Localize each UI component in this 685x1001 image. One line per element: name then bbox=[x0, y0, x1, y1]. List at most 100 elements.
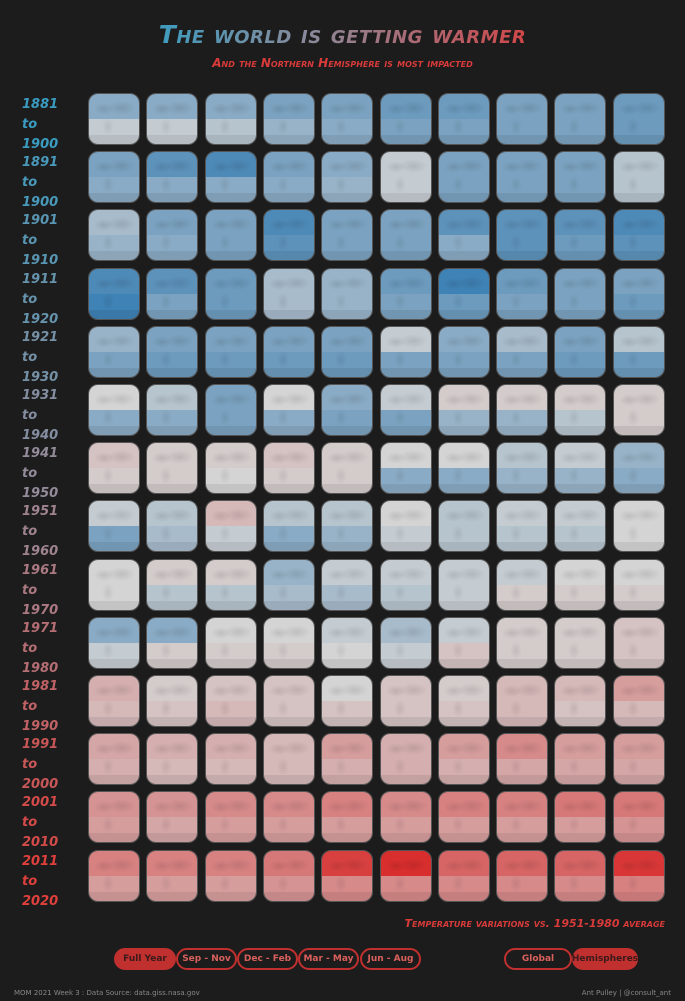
heatmap-tile[interactable] bbox=[554, 267, 607, 320]
heatmap-tile[interactable] bbox=[146, 151, 199, 204]
heatmap-tile[interactable] bbox=[379, 791, 432, 844]
heatmap-tile[interactable] bbox=[88, 442, 140, 495]
heatmap-tile[interactable] bbox=[554, 384, 607, 436]
heatmap-tile[interactable] bbox=[554, 675, 607, 727]
heatmap-tile[interactable] bbox=[437, 384, 490, 436]
heatmap-tile[interactable] bbox=[437, 325, 490, 378]
heatmap-tile[interactable] bbox=[204, 849, 257, 902]
heatmap-tile[interactable] bbox=[204, 93, 257, 145]
heatmap-tile[interactable] bbox=[321, 791, 374, 844]
season-button-sep-nov[interactable]: Sep - Nov bbox=[176, 948, 237, 970]
heatmap-tile[interactable] bbox=[496, 209, 549, 262]
heatmap-tile[interactable] bbox=[88, 325, 140, 378]
heatmap-tile[interactable] bbox=[146, 500, 199, 553]
heatmap-tile[interactable] bbox=[437, 849, 490, 902]
heatmap-tile[interactable] bbox=[437, 93, 490, 145]
heatmap-tile[interactable] bbox=[262, 849, 315, 902]
heatmap-tile[interactable] bbox=[437, 442, 490, 495]
heatmap-tile[interactable] bbox=[204, 325, 257, 378]
heatmap-tile[interactable] bbox=[204, 442, 257, 495]
heatmap-tile[interactable] bbox=[496, 733, 549, 786]
heatmap-tile[interactable] bbox=[204, 267, 257, 320]
heatmap-tile[interactable] bbox=[146, 675, 199, 727]
heatmap-tile[interactable] bbox=[262, 325, 315, 378]
heatmap-tile[interactable] bbox=[437, 675, 490, 727]
heatmap-tile[interactable] bbox=[379, 93, 432, 145]
heatmap-tile[interactable] bbox=[262, 151, 315, 204]
heatmap-tile[interactable] bbox=[612, 384, 665, 436]
heatmap-tile[interactable] bbox=[321, 558, 374, 611]
heatmap-tile[interactable] bbox=[262, 500, 315, 553]
heatmap-tile[interactable] bbox=[612, 558, 665, 611]
heatmap-tile[interactable] bbox=[612, 325, 665, 378]
heatmap-tile[interactable] bbox=[554, 558, 607, 611]
heatmap-tile[interactable] bbox=[146, 267, 199, 320]
heatmap-tile[interactable] bbox=[146, 325, 199, 378]
heatmap-tile[interactable] bbox=[379, 151, 432, 204]
heatmap-tile[interactable] bbox=[204, 733, 257, 786]
heatmap-tile[interactable] bbox=[321, 849, 374, 902]
heatmap-tile[interactable] bbox=[554, 151, 607, 204]
heatmap-tile[interactable] bbox=[612, 442, 665, 495]
heatmap-tile[interactable] bbox=[554, 209, 607, 262]
heatmap-tile[interactable] bbox=[262, 675, 315, 727]
heatmap-tile[interactable] bbox=[437, 151, 490, 204]
heatmap-tile[interactable] bbox=[612, 791, 665, 844]
heatmap-tile[interactable] bbox=[88, 267, 140, 320]
heatmap-tile[interactable] bbox=[262, 93, 315, 145]
heatmap-tile[interactable] bbox=[321, 675, 374, 727]
heatmap-tile[interactable] bbox=[262, 791, 315, 844]
heatmap-tile[interactable] bbox=[496, 558, 549, 611]
heatmap-tile[interactable] bbox=[612, 93, 665, 145]
heatmap-tile[interactable] bbox=[204, 675, 257, 727]
heatmap-tile[interactable] bbox=[321, 500, 374, 553]
heatmap-tile[interactable] bbox=[262, 384, 315, 436]
heatmap-tile[interactable] bbox=[88, 733, 140, 786]
heatmap-tile[interactable] bbox=[496, 849, 549, 902]
heatmap-tile[interactable] bbox=[146, 616, 199, 669]
heatmap-tile[interactable] bbox=[88, 616, 140, 669]
heatmap-tile[interactable] bbox=[554, 93, 607, 145]
heatmap-tile[interactable] bbox=[321, 616, 374, 669]
heatmap-tile[interactable] bbox=[554, 442, 607, 495]
heatmap-tile[interactable] bbox=[321, 151, 374, 204]
heatmap-tile[interactable] bbox=[496, 500, 549, 553]
heatmap-tile[interactable] bbox=[88, 209, 140, 262]
heatmap-tile[interactable] bbox=[612, 675, 665, 727]
heatmap-tile[interactable] bbox=[88, 384, 140, 436]
heatmap-tile[interactable] bbox=[204, 384, 257, 436]
heatmap-tile[interactable] bbox=[612, 500, 665, 553]
heatmap-tile[interactable] bbox=[612, 209, 665, 262]
heatmap-tile[interactable] bbox=[612, 616, 665, 669]
heatmap-tile[interactable] bbox=[496, 442, 549, 495]
heatmap-tile[interactable] bbox=[262, 442, 315, 495]
heatmap-tile[interactable] bbox=[496, 384, 549, 436]
heatmap-tile[interactable] bbox=[379, 675, 432, 727]
heatmap-tile[interactable] bbox=[554, 616, 607, 669]
heatmap-tile[interactable] bbox=[554, 733, 607, 786]
heatmap-tile[interactable] bbox=[612, 733, 665, 786]
heatmap-tile[interactable] bbox=[554, 325, 607, 378]
heatmap-tile[interactable] bbox=[204, 558, 257, 611]
heatmap-tile[interactable] bbox=[204, 616, 257, 669]
heatmap-tile[interactable] bbox=[88, 93, 140, 145]
heatmap-tile[interactable] bbox=[612, 151, 665, 204]
season-button-full-year[interactable]: Full Year bbox=[114, 948, 176, 970]
heatmap-tile[interactable] bbox=[379, 616, 432, 669]
heatmap-tile[interactable] bbox=[88, 500, 140, 553]
heatmap-tile[interactable] bbox=[146, 209, 199, 262]
heatmap-tile[interactable] bbox=[321, 267, 374, 320]
heatmap-tile[interactable] bbox=[379, 267, 432, 320]
heatmap-tile[interactable] bbox=[146, 558, 199, 611]
heatmap-tile[interactable] bbox=[146, 442, 199, 495]
heatmap-tile[interactable] bbox=[437, 791, 490, 844]
season-button-mar-may[interactable]: Mar - May bbox=[298, 948, 359, 970]
heatmap-tile[interactable] bbox=[379, 733, 432, 786]
heatmap-tile[interactable] bbox=[88, 849, 140, 902]
heatmap-tile[interactable] bbox=[262, 616, 315, 669]
heatmap-tile[interactable] bbox=[437, 500, 490, 553]
heatmap-tile[interactable] bbox=[204, 791, 257, 844]
heatmap-tile[interactable] bbox=[321, 93, 374, 145]
heatmap-tile[interactable] bbox=[496, 791, 549, 844]
heatmap-tile[interactable] bbox=[379, 209, 432, 262]
